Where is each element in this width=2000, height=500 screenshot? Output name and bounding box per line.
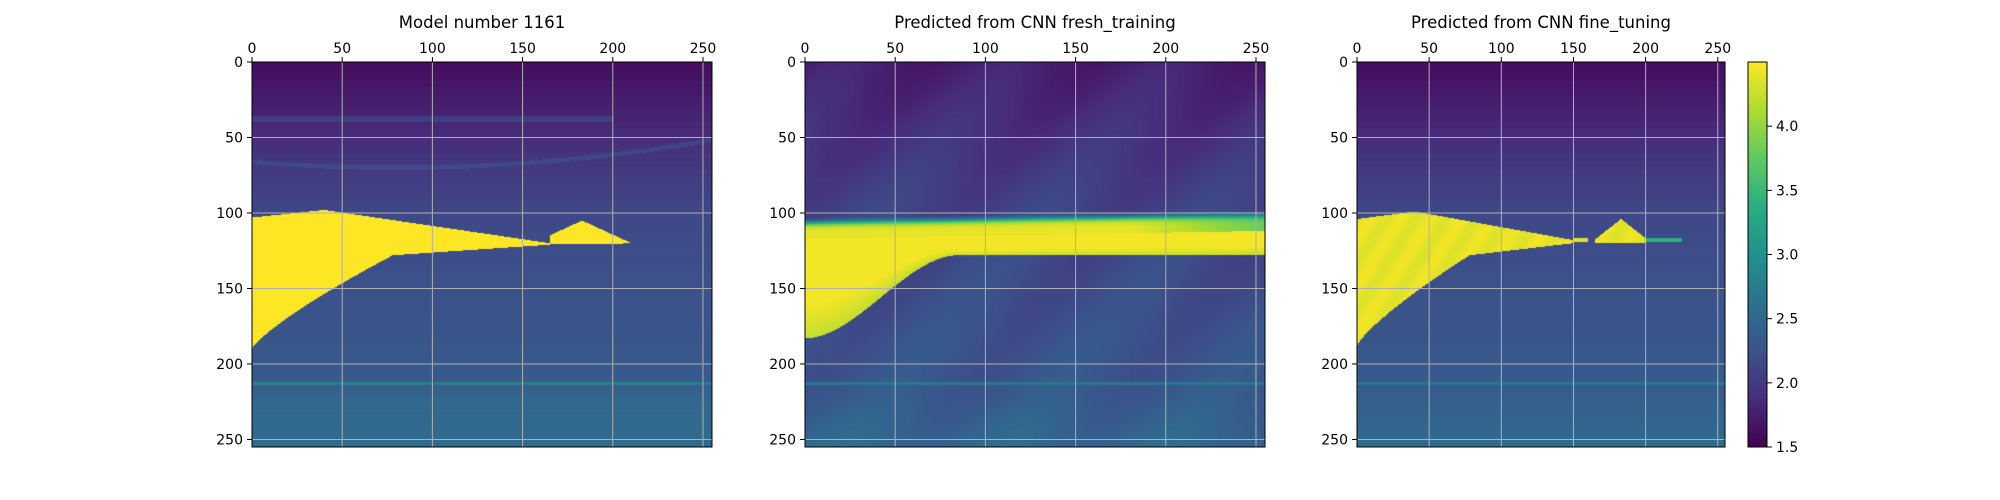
colorbar-tick-label: 1.5	[1776, 440, 1798, 456]
y-tick-label: 50	[225, 130, 243, 146]
colorbar-tick-label: 3.0	[1776, 248, 1798, 264]
heatmap-canvas	[1357, 62, 1725, 447]
x-tick-label: 0	[248, 41, 257, 57]
y-tick-label: 150	[769, 281, 796, 297]
heatmap-canvas	[805, 62, 1265, 447]
x-tick-label: 100	[972, 41, 999, 57]
panel-title: Predicted from CNN fresh_training	[894, 13, 1175, 33]
panel-fresh-training: Predicted from CNN fresh_training 0 50 100…	[769, 13, 1269, 448]
colorbar-tick-label: 4.0	[1776, 119, 1798, 135]
colorbar-tick-label: 2.0	[1776, 376, 1798, 392]
x-tick-label: 150	[509, 41, 536, 57]
x-tick-label: 50	[1420, 41, 1438, 57]
y-tick-label: 250	[1321, 432, 1348, 448]
x-tick-label: 200	[1632, 41, 1659, 57]
plot-frame	[251, 61, 713, 448]
x-tick-label: 250	[1243, 41, 1270, 57]
x-tick-label: 50	[886, 41, 904, 57]
panel-title: Model number 1161	[399, 13, 565, 32]
colorbar: 1.5 2.0 2.5 3.0 3.5 4.0	[1747, 61, 1798, 456]
axis-ticks: 0 50 100 150 200 250 0 50 100 150 200 250	[216, 41, 716, 448]
colorbar-tick-label: 3.5	[1776, 183, 1798, 199]
axis-ticks: 0 50 100 150 200 250 0 50 100 150 200 250	[1321, 41, 1731, 448]
heatmap-image	[805, 62, 1265, 447]
plot-frame	[804, 61, 1266, 448]
y-tick-label: 100	[216, 206, 243, 222]
x-tick-label: 150	[1560, 41, 1587, 57]
heatmap-canvas	[252, 62, 712, 447]
x-tick-label: 0	[801, 41, 810, 57]
y-tick-label: 50	[778, 130, 796, 146]
panel-fine-tuning: Predicted from CNN fine_tuning 0 50 100 150…	[1321, 13, 1731, 448]
x-tick-label: 250	[1704, 41, 1731, 57]
panel-title: Predicted from CNN fine_tuning	[1411, 13, 1671, 33]
axis-ticks: 0 50 100 150 200 250 0 50 100 150 200 250	[769, 41, 1269, 448]
y-tick-label: 100	[769, 206, 796, 222]
y-tick-label: 250	[769, 432, 796, 448]
x-tick-label: 100	[1488, 41, 1515, 57]
heatmap-image	[252, 62, 712, 447]
y-tick-label: 0	[1339, 55, 1348, 71]
y-tick-label: 200	[216, 357, 243, 373]
plot-frame	[1356, 61, 1726, 448]
panel-model: Model number 1161 0 50 100 150 200 250 0 50 100 1…	[216, 13, 716, 448]
y-tick-label: 150	[1321, 281, 1348, 297]
y-tick-label: 150	[216, 281, 243, 297]
x-tick-label: 0	[1353, 41, 1362, 57]
y-tick-label: 200	[769, 357, 796, 373]
x-tick-label: 150	[1062, 41, 1089, 57]
x-tick-label: 200	[599, 41, 626, 57]
colorbar-tick-label: 2.5	[1776, 312, 1798, 328]
y-tick-label: 200	[1321, 357, 1348, 373]
heatmap-image	[1357, 62, 1725, 447]
colorbar-gradient	[1747, 61, 1768, 448]
x-tick-label: 250	[690, 41, 717, 57]
y-tick-label: 0	[234, 55, 243, 71]
y-tick-label: 250	[216, 432, 243, 448]
y-tick-label: 50	[1330, 130, 1348, 146]
y-tick-label: 0	[787, 55, 796, 71]
colorbar-ticks: 1.5 2.0 2.5 3.0 3.5 4.0	[1767, 119, 1798, 456]
x-tick-label: 50	[333, 41, 351, 57]
x-tick-label: 100	[419, 41, 446, 57]
x-tick-label: 200	[1152, 41, 1179, 57]
y-tick-label: 100	[1321, 206, 1348, 222]
